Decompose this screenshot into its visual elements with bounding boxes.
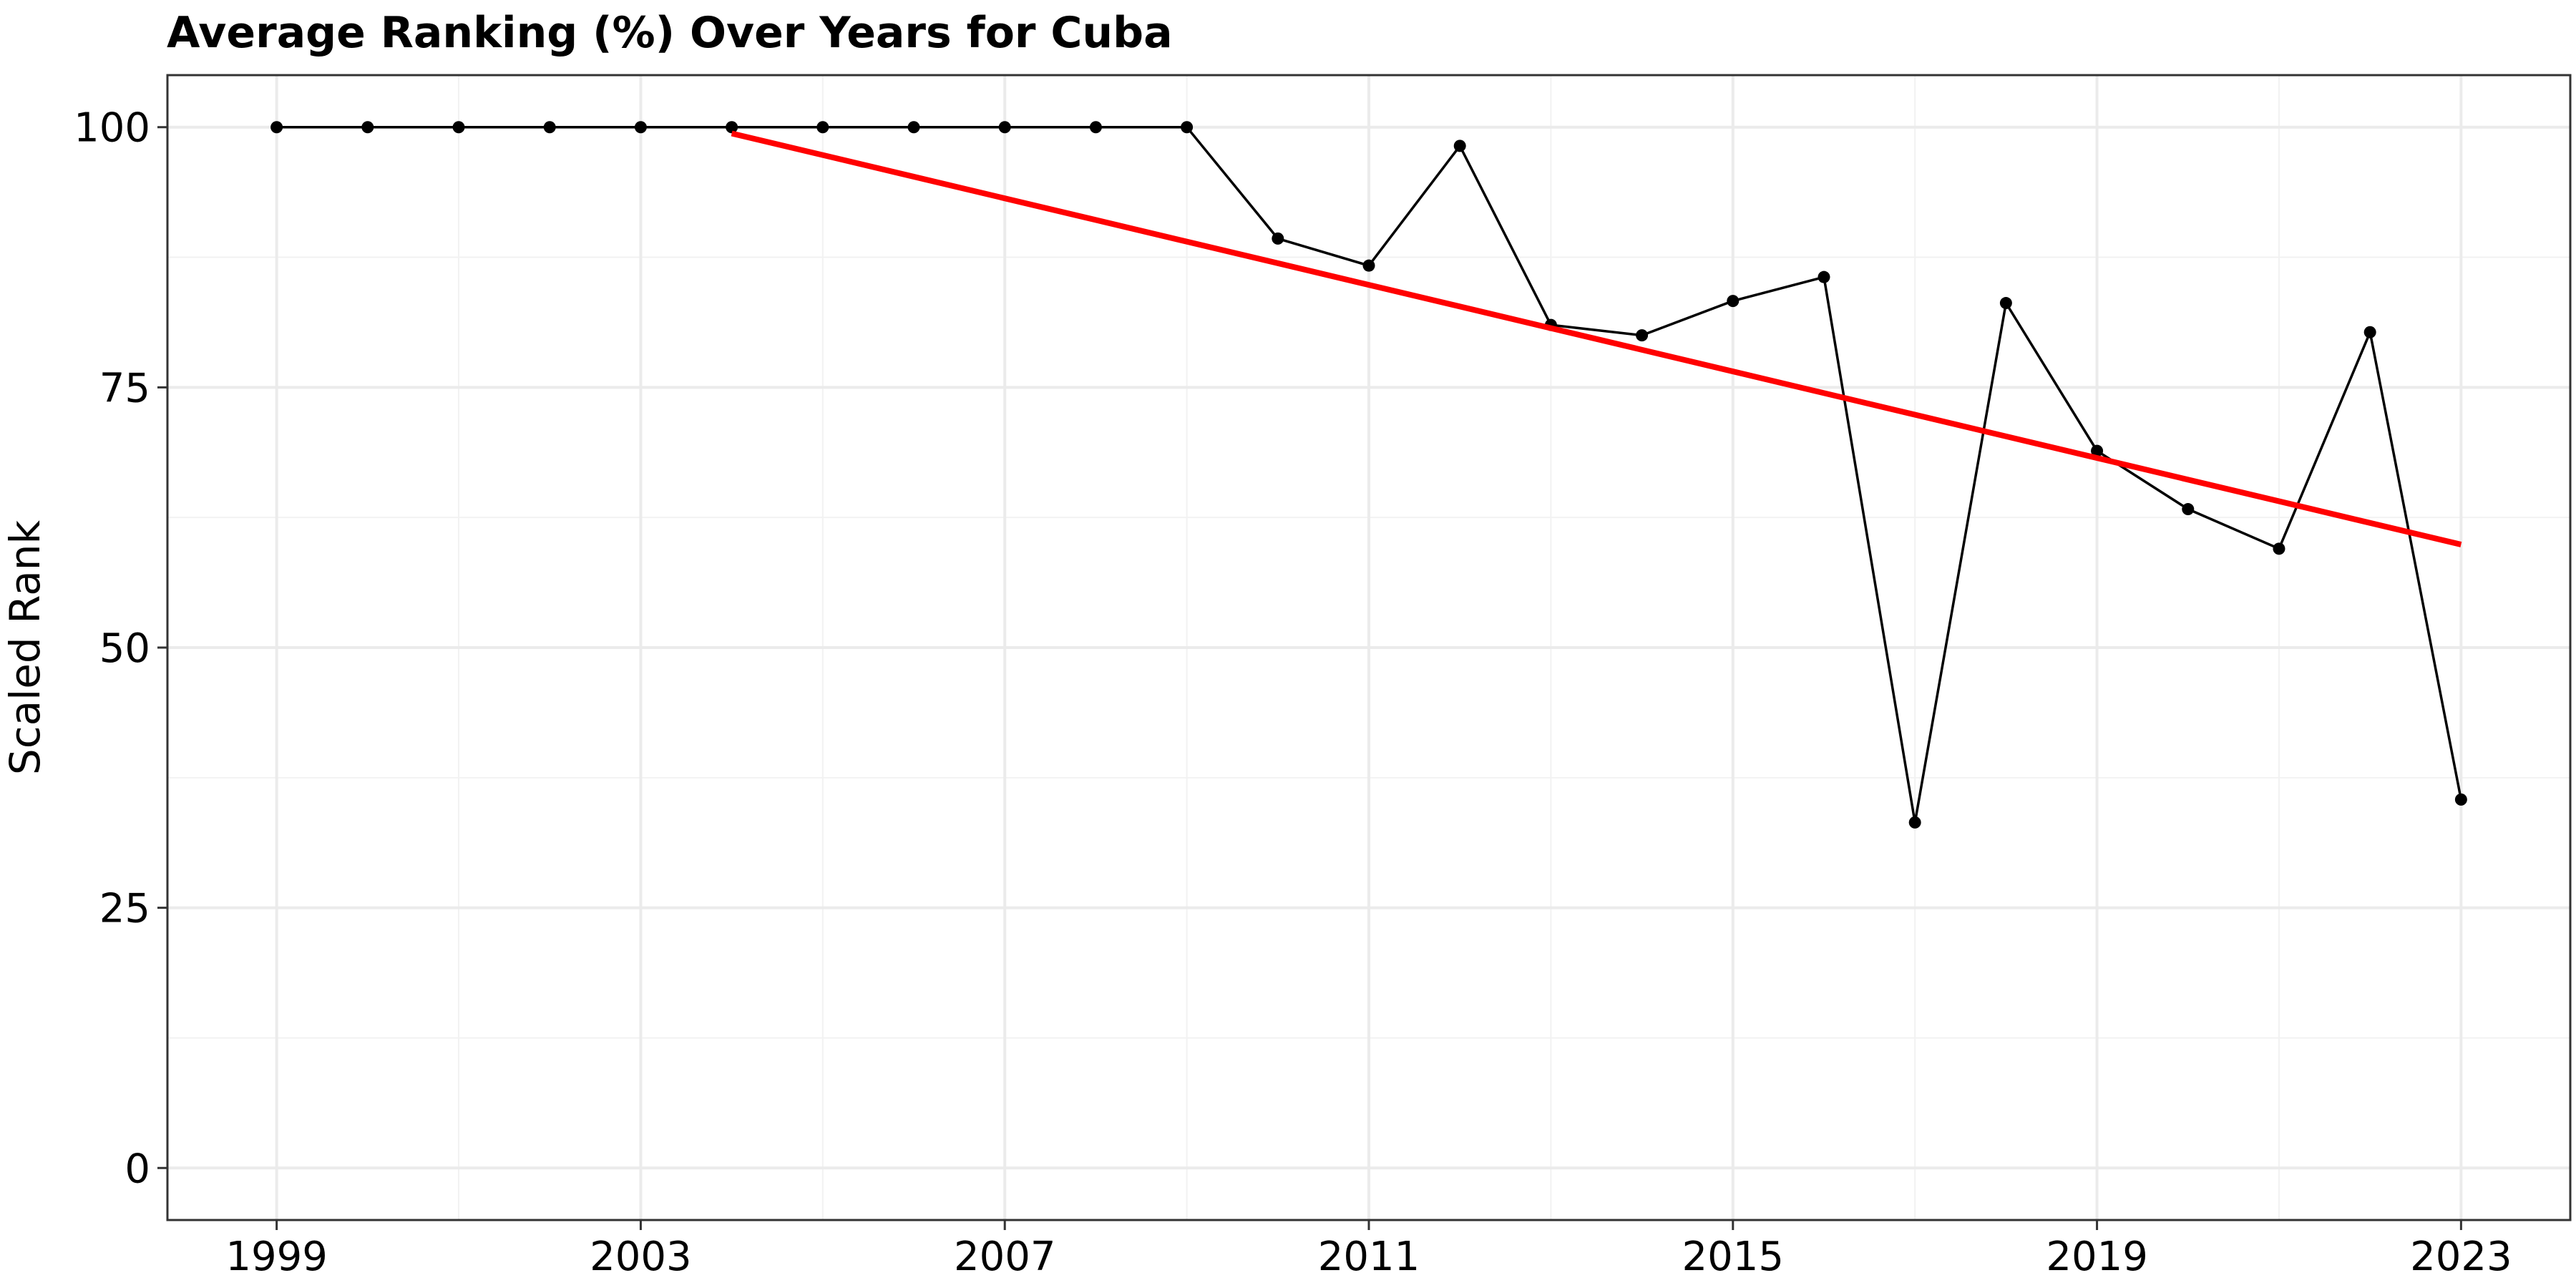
data-point <box>270 121 283 134</box>
x-tick-label: 1999 <box>225 1234 328 1280</box>
y-tick-label: 50 <box>99 625 150 672</box>
data-point <box>1089 121 1102 134</box>
data-point <box>1272 232 1284 245</box>
trend-line <box>731 130 2462 547</box>
data-point <box>2091 444 2104 457</box>
y-tick-label: 100 <box>74 105 150 152</box>
data-point <box>1181 121 1194 134</box>
data-point <box>452 121 465 134</box>
data-point <box>1636 329 1649 342</box>
data-point <box>1818 270 1830 283</box>
data-point <box>998 121 1011 134</box>
data-point <box>907 121 920 134</box>
y-axis-title: Scaled Rank <box>1 519 49 775</box>
x-tick-label: 2023 <box>2410 1234 2512 1280</box>
data-point <box>1453 140 1466 152</box>
series-layer <box>270 121 2467 829</box>
data-point <box>726 121 738 134</box>
data-point <box>361 121 374 134</box>
x-tick-label: 2015 <box>1682 1234 1785 1280</box>
data-point <box>543 121 556 134</box>
data-point <box>2454 793 2467 806</box>
y-tick-label: 75 <box>99 365 150 411</box>
grid-lines <box>167 75 2570 1220</box>
x-tick-label: 2019 <box>2046 1234 2148 1280</box>
y-tick-label: 0 <box>125 1146 150 1192</box>
data-point <box>1999 297 2012 310</box>
data-point <box>1362 259 1375 272</box>
x-tick-label: 2003 <box>590 1234 692 1280</box>
axes-layer: 1999 2003 2007 2011 2015 2019 2023 0 25 50 75 100 <box>74 105 2512 1280</box>
x-tick-label: 2011 <box>1318 1234 1420 1280</box>
x-tick-label: 2007 <box>954 1234 1056 1280</box>
data-point <box>1908 816 1921 829</box>
data-point <box>2182 503 2195 516</box>
data-point <box>634 121 647 134</box>
data-point <box>2273 542 2285 555</box>
y-tick-label: 25 <box>99 886 150 932</box>
data-point <box>1727 295 1740 308</box>
data-point <box>2363 326 2376 338</box>
chart-title: Average Ranking (%) Over Years for Cuba <box>167 8 1173 58</box>
data-point <box>816 121 829 134</box>
